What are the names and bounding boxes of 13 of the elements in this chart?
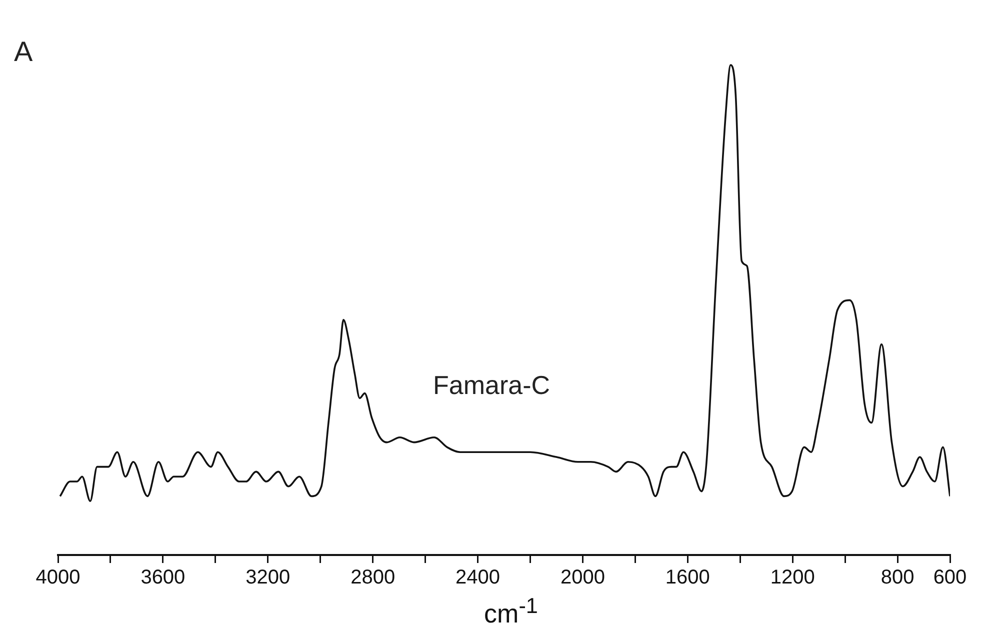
annotation: Famara-C: [433, 370, 550, 401]
text: A: [14, 36, 33, 68]
x-tick-label: 4000: [36, 566, 80, 589]
x-tick-label: 800: [880, 566, 914, 589]
x-tick-label: 3200: [246, 566, 290, 589]
x-tick-label: 600: [933, 566, 967, 589]
x-tick-label: 2000: [560, 566, 605, 589]
x-axis-title: cm$^{-1}$: [483, 593, 539, 630]
x-tick-label: 1600: [665, 566, 710, 589]
x-tick-label: 2400: [456, 566, 500, 589]
x-tick-label: 1200: [770, 566, 815, 589]
x-tick-label: 2800: [350, 566, 396, 589]
x-tick-label: 3600: [140, 566, 186, 589]
